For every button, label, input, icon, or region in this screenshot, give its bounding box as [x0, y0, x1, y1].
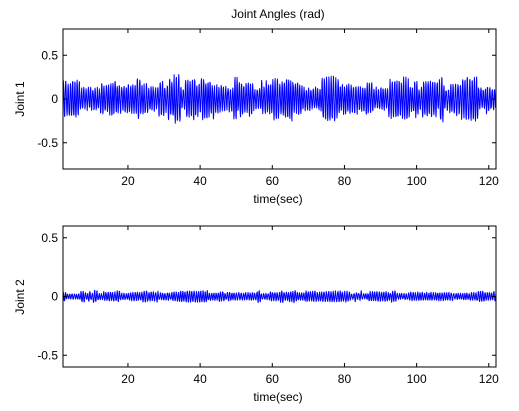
x-tick-label: 20 [121, 372, 135, 386]
joint-2-series [62, 289, 497, 304]
series-line [62, 74, 497, 124]
joint-2-panel: 20 40 60 80 100 120 -0.5 0 0.5 time(sec) Joint … [13, 225, 499, 404]
chart-title: Joint Angles (rad) [231, 7, 324, 21]
joint-1-panel: Joint Angles (rad) 20 40 60 80 100 120 -0.5 0 0… [13, 7, 499, 206]
x-tick-label: 40 [193, 174, 207, 188]
y-tick-label: 0 [51, 290, 58, 304]
y-tick-label: 0 [51, 92, 58, 106]
x-tick-label: 40 [193, 372, 207, 386]
x-tick-label: 80 [338, 372, 352, 386]
y-axis-label: Joint 1 [13, 81, 27, 117]
x-axis-label: time(sec) [253, 390, 302, 404]
x-tick-label: 120 [479, 174, 499, 188]
y-tick-label: -0.5 [37, 136, 58, 150]
x-axis: 20 40 60 80 100 120 [121, 29, 499, 188]
x-tick-label: 80 [338, 174, 352, 188]
x-tick-label: 20 [121, 174, 135, 188]
joint-1-series [62, 74, 497, 124]
x-tick-label: 120 [479, 372, 499, 386]
y-tick-label: 0.5 [41, 48, 58, 62]
y-axis: -0.5 0 0.5 [37, 231, 496, 362]
x-axis-label: time(sec) [253, 192, 302, 206]
x-tick-label: 100 [407, 174, 427, 188]
x-tick-label: 60 [266, 372, 280, 386]
series-line [62, 289, 497, 304]
y-axis: -0.5 0 0.5 [37, 48, 496, 150]
x-axis: 20 40 60 80 100 120 [121, 226, 499, 386]
y-tick-label: -0.5 [37, 348, 58, 362]
x-tick-label: 100 [407, 372, 427, 386]
y-tick-label: 0.5 [41, 231, 58, 245]
y-axis-label: Joint 2 [13, 279, 27, 315]
x-tick-label: 60 [266, 174, 280, 188]
